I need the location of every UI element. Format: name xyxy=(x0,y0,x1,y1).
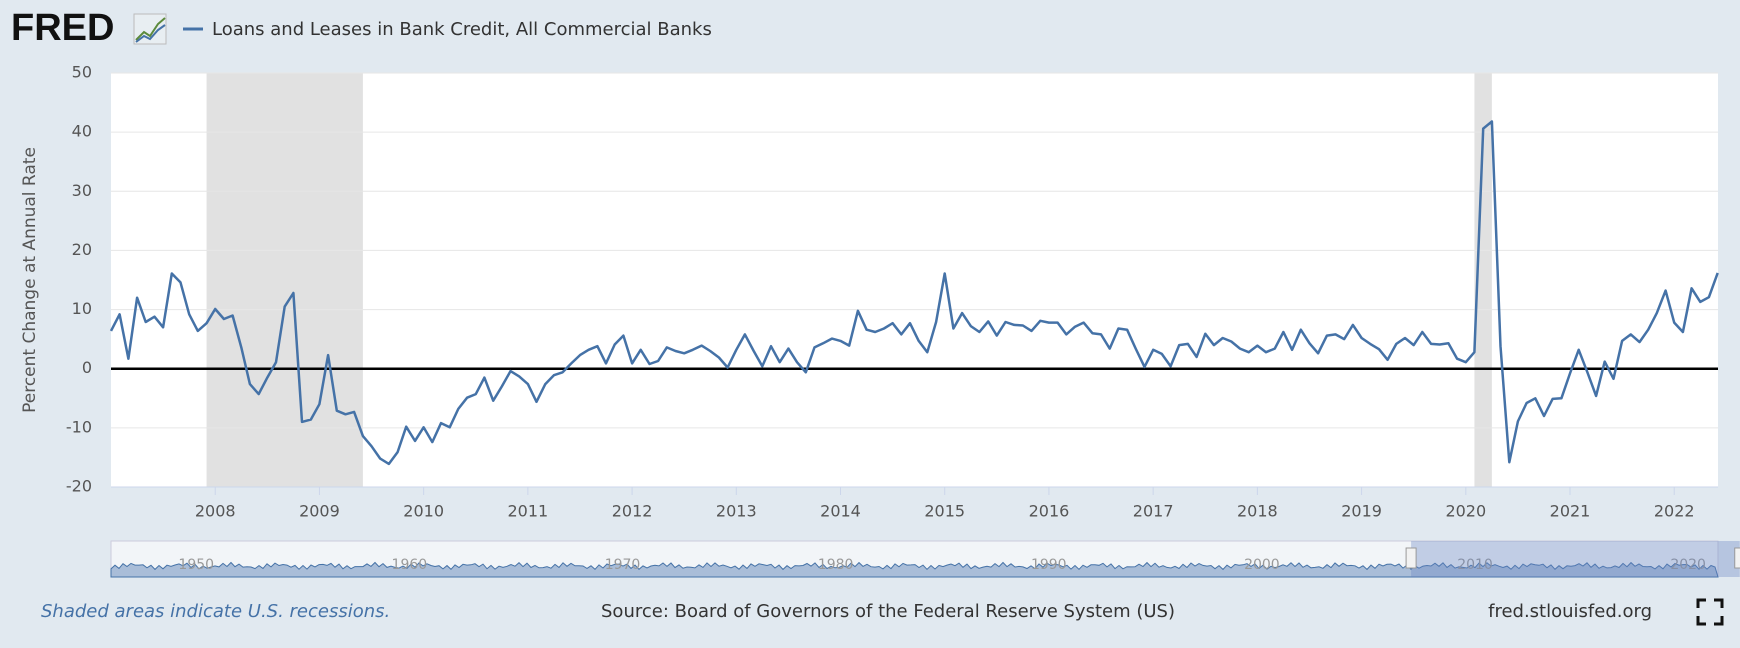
x-tick-label: 2011 xyxy=(508,502,549,521)
x-tick-label: 2016 xyxy=(1029,502,1070,521)
series-line xyxy=(109,120,1719,466)
fullscreen-icon[interactable] xyxy=(1696,598,1724,626)
navigator-label: 1970 xyxy=(605,557,641,573)
x-tick-label: 2014 xyxy=(820,502,861,521)
recession-band xyxy=(206,73,363,487)
legend-title[interactable]: Loans and Leases in Bank Credit, All Com… xyxy=(212,19,712,40)
navigator-handle[interactable] xyxy=(1405,547,1417,569)
navigator[interactable]: 1950 1960 1970 1980 1990 2000 2010 2020 xyxy=(110,540,1740,578)
x-tick-label: 2020 xyxy=(1445,502,1486,521)
y-tick-label: 10 xyxy=(72,299,92,318)
x-tick-label: 2013 xyxy=(716,502,757,521)
navigator-label: 1990 xyxy=(1031,557,1067,573)
recession-band xyxy=(1474,73,1492,487)
navigator-series xyxy=(110,561,1719,578)
x-tick-label: 2015 xyxy=(924,502,965,521)
navigator-label: 1980 xyxy=(818,557,854,573)
navigator-handle[interactable] xyxy=(1734,547,1740,569)
y-axis-title: Percent Change at Annual Rate xyxy=(20,147,40,413)
navigator-label: 1950 xyxy=(178,557,214,573)
brand-logo[interactable]: FRED xyxy=(11,7,114,49)
y-tick-label: 0 xyxy=(82,358,92,377)
logo-icon xyxy=(133,13,167,45)
y-tick-label: -20 xyxy=(66,477,92,496)
y-tick-label: 50 xyxy=(72,63,92,82)
recession-note: Shaded areas indicate U.S. recessions. xyxy=(41,601,390,622)
y-tick-label: 30 xyxy=(72,181,92,200)
x-tick-label: 2022 xyxy=(1654,502,1695,521)
x-tick-label: 2010 xyxy=(403,502,444,521)
navigator-label: 2020 xyxy=(1670,557,1706,573)
x-tick-label: 2018 xyxy=(1237,502,1278,521)
navigator-label: 2010 xyxy=(1457,557,1493,573)
x-tick-label: 2012 xyxy=(612,502,653,521)
x-tick-label: 2017 xyxy=(1133,502,1174,521)
x-tick-label: 2008 xyxy=(195,502,236,521)
y-tick-label: 20 xyxy=(72,240,92,259)
plot-area xyxy=(111,73,1718,487)
x-tick-label: 2009 xyxy=(299,502,340,521)
navigator-label: 1960 xyxy=(392,557,428,573)
y-tick-label: 40 xyxy=(72,122,92,141)
site-url[interactable]: fred.stlouisfed.org xyxy=(1488,601,1652,622)
y-tick-label: -10 xyxy=(66,417,92,436)
x-tick-label: 2021 xyxy=(1550,502,1591,521)
source: Source: Board of Governors of the Federa… xyxy=(601,601,1175,622)
x-tick-label: 2019 xyxy=(1341,502,1382,521)
navigator-window xyxy=(1411,541,1740,577)
navigator-label: 2000 xyxy=(1244,557,1280,573)
